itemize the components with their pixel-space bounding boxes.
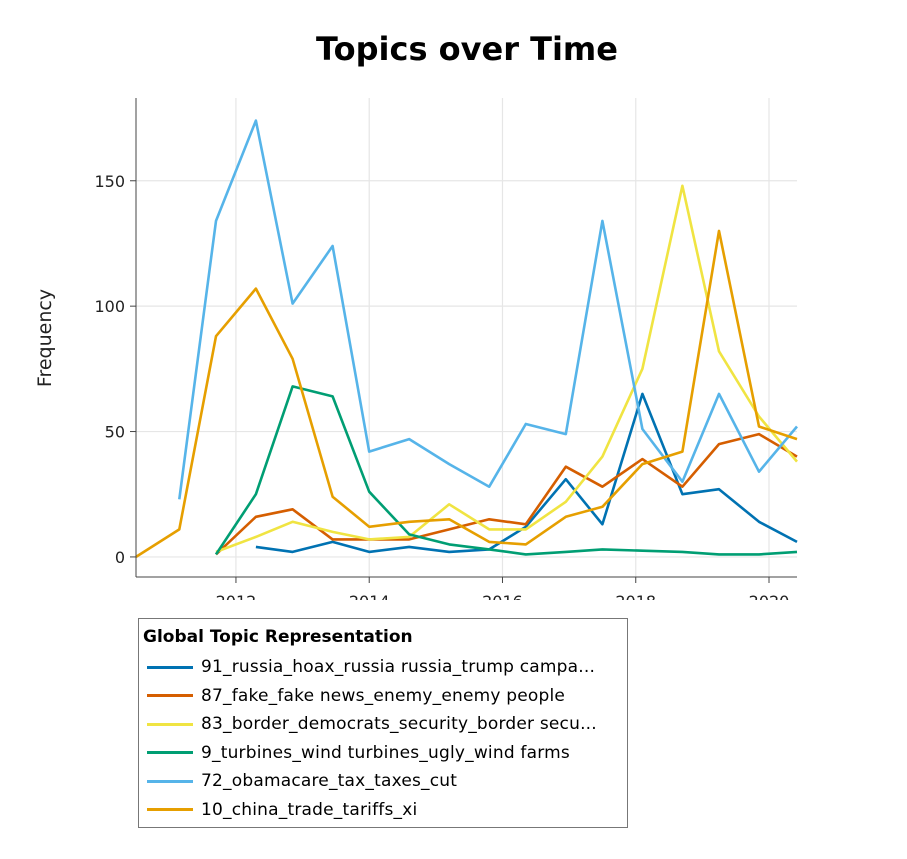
y-tick-label: 100	[94, 297, 125, 316]
legend-item[interactable]: 87_fake_fake news_enemy_enemy people	[139, 682, 627, 711]
legend-swatch	[147, 808, 193, 812]
legend-label: 91_russia_hoax_russia russia_trump campa…	[201, 657, 596, 678]
legend-label: 10_china_trade_tariffs_xi	[201, 799, 418, 820]
chart-title: Topics over Time	[316, 30, 618, 68]
x-tick-label: 2016	[482, 592, 523, 600]
legend-label: 87_fake_fake news_enemy_enemy people	[201, 685, 566, 706]
series-line-4	[178, 119, 798, 500]
legend-title: Global Topic Representation	[143, 627, 413, 647]
legend-item[interactable]: 83_border_democrats_security_border secu…	[139, 710, 627, 739]
legend-item[interactable]: 91_russia_hoax_russia russia_trump campa…	[139, 653, 627, 682]
x-tick-label: 2018	[615, 592, 656, 600]
series-line-3	[214, 385, 798, 556]
chart-svg: Topics over Time 2012 2014 2016 2018 2020 0 5…	[34, 30, 798, 600]
series-line-5	[135, 229, 798, 558]
y-tick-label: 150	[94, 172, 125, 191]
legend-item[interactable]: 9_turbines_wind turbines_ugly_wind farms	[139, 739, 627, 768]
x-tick-label: 2020	[749, 592, 790, 600]
x-tick-label: 2012	[216, 592, 257, 600]
x-ticks: 2012 2014 2016 2018 2020	[216, 577, 790, 600]
legend-item[interactable]: 10_china_trade_tariffs_xi	[139, 796, 627, 825]
legend-label: 83_border_democrats_security_border secu…	[201, 714, 597, 735]
legend-swatch	[147, 722, 193, 726]
legend: Global Topic Representation 91_russia_ho…	[138, 618, 628, 828]
grid-lines	[136, 98, 797, 577]
y-tick-label: 50	[105, 423, 125, 442]
legend-swatch	[147, 665, 193, 669]
series-line-0	[255, 392, 798, 554]
series-line-2	[215, 184, 798, 554]
y-ticks: 0 50 100 150	[94, 172, 136, 567]
y-axis-label: Frequency	[34, 289, 56, 387]
legend-items: 91_russia_hoax_russia russia_trump campa…	[139, 653, 627, 824]
legend-swatch	[147, 694, 193, 698]
legend-item[interactable]: 72_obamacare_tax_taxes_cut	[139, 767, 627, 796]
x-tick-label: 2014	[349, 592, 390, 600]
axes	[135, 98, 797, 578]
legend-swatch	[147, 779, 193, 783]
legend-swatch	[147, 751, 193, 755]
series-lines	[135, 119, 798, 558]
legend-label: 9_turbines_wind turbines_ugly_wind farms	[201, 742, 570, 763]
legend-label: 72_obamacare_tax_taxes_cut	[201, 771, 458, 792]
series-line-1	[215, 432, 798, 556]
y-tick-label: 0	[115, 548, 125, 567]
